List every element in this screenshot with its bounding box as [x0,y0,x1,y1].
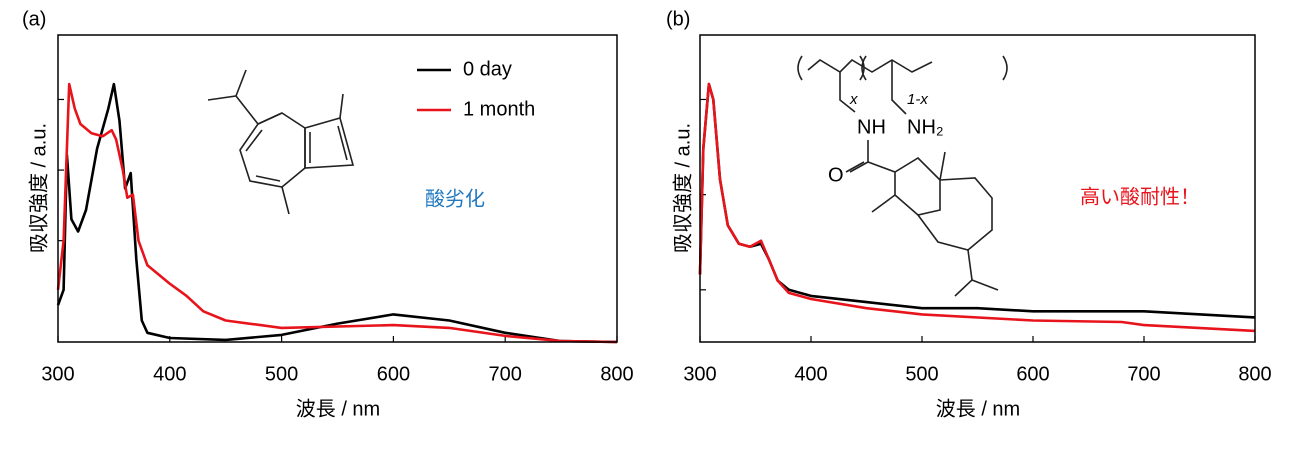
structure-label: O [828,164,844,186]
legend-label: 0 day [463,58,512,80]
x-tick-label: 800 [1238,363,1271,385]
legend-label: 1 month [463,98,535,120]
plot-frame [57,34,618,343]
panel-label: (b) [666,8,690,30]
structure-label: NH₂ [907,116,944,138]
x-tick-label: 600 [377,363,410,385]
x-tick-label: 700 [489,363,522,385]
y-axis-label: 吸収強度 / a.u. [671,123,694,253]
structure-label: x [849,91,858,108]
azulene-structure [207,69,355,215]
panel-label: (a) [22,8,46,30]
x-tick-label: 800 [600,363,633,385]
x-tick-label: 300 [41,363,74,385]
x-tick-label: 400 [794,363,827,385]
series-line [56,82,618,344]
annotation: 酸劣化 [425,187,485,210]
x-tick-label: 400 [153,363,186,385]
x-tick-label: 600 [1016,363,1049,385]
series-line [698,82,1256,333]
x-tick-label: 500 [265,363,298,385]
polymer-structure [797,55,1008,297]
x-tick-label: 700 [1127,363,1160,385]
plot-frame [699,34,1256,343]
structure-label: 1-x [907,91,928,108]
y-axis-label: 吸収強度 / a.u. [27,123,50,253]
series-line [56,82,618,344]
x-axis-label: 波長 / nm [936,397,1020,420]
structure-label: NH [857,116,886,138]
x-tick-label: 500 [905,363,938,385]
annotation: 高い酸耐性！ [1080,185,1200,208]
x-axis-label: 波長 / nm [296,397,380,420]
x-tick-label: 300 [683,363,716,385]
